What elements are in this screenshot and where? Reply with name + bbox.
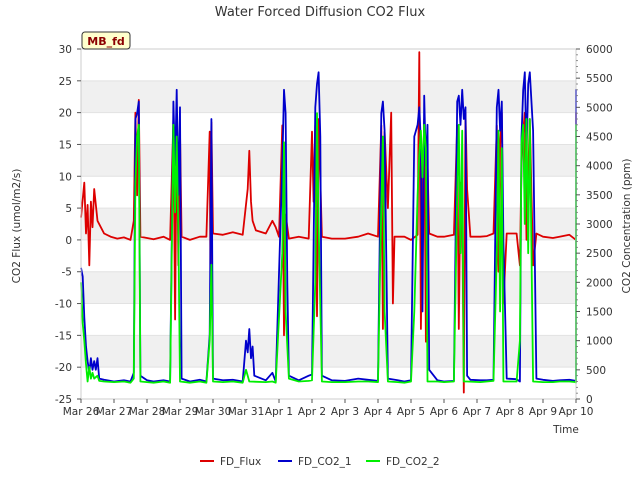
y-right-tick-label: 3500 bbox=[586, 190, 613, 202]
x-tick-label: Mar 31 bbox=[228, 406, 265, 418]
grid-band bbox=[81, 335, 576, 368]
y-left-tick-label: 15 bbox=[59, 139, 72, 151]
tick-layer: -25 -20 -15 -10 -5 0 5 10 15 20 25 30 0 500 1000 1500 20… bbox=[55, 44, 613, 418]
x-tick-label: Mar 26 bbox=[63, 406, 100, 418]
x-tick-label: Apr 6 bbox=[430, 406, 459, 418]
y-axis-right-label: CO2 Concentration (ppm) bbox=[621, 159, 633, 294]
grid-band bbox=[81, 271, 576, 304]
y-right-tick-label: 5500 bbox=[586, 73, 613, 85]
x-tick-label: Apr 5 bbox=[397, 406, 425, 418]
y-left-tick-label: -20 bbox=[55, 362, 72, 374]
y-left-tick-label: 30 bbox=[59, 44, 72, 56]
y-left-tick-label: 10 bbox=[59, 171, 72, 183]
x-tick-label: Mar 27 bbox=[96, 406, 133, 418]
x-tick-label: Apr 8 bbox=[496, 406, 524, 418]
x-tick-label: Apr 10 bbox=[559, 406, 594, 418]
y-right-tick-label: 0 bbox=[586, 394, 593, 406]
y-right-tick-label: 5000 bbox=[586, 102, 613, 114]
y-right-tick-label: 4000 bbox=[586, 161, 613, 173]
series-line-fd-co2-1 bbox=[80, 71, 577, 383]
y-left-tick-label: 25 bbox=[59, 76, 72, 88]
series-line-fd-co2-2 bbox=[80, 112, 577, 384]
y-left-tick-label: 0 bbox=[65, 235, 72, 247]
legend: FD_Flux FD_CO2_1 FD_CO2_2 bbox=[200, 456, 440, 468]
legend-label: FD_CO2_2 bbox=[386, 456, 440, 468]
y-right-tick-label: 6000 bbox=[586, 44, 613, 56]
y-left-tick-label: 20 bbox=[59, 108, 72, 120]
y-axis-left-label: CO2 Flux (umol/m2/s) bbox=[11, 169, 23, 284]
site-badge: MB_fd bbox=[81, 31, 131, 50]
chart-title: Water Forced Diffusion CO2 Flux bbox=[215, 5, 426, 20]
x-axis-label: Time bbox=[552, 424, 579, 436]
legend-label: FD_Flux bbox=[220, 456, 261, 468]
y-left-tick-label: -15 bbox=[55, 330, 72, 342]
y-right-tick-label: 1000 bbox=[586, 336, 613, 348]
y-left-tick-label: -25 bbox=[55, 394, 72, 406]
x-tick-label: Apr 7 bbox=[463, 406, 491, 418]
y-left-tick-label: 5 bbox=[65, 203, 72, 215]
series-layer bbox=[80, 51, 577, 394]
x-tick-label: Mar 29 bbox=[162, 406, 199, 418]
x-tick-label: Apr 4 bbox=[364, 406, 393, 418]
site-badge-label: MB_fd bbox=[87, 35, 125, 48]
x-tick-label: Apr 2 bbox=[298, 406, 326, 418]
x-tick-label: Mar 28 bbox=[129, 406, 166, 418]
y-right-tick-label: 3000 bbox=[586, 219, 613, 231]
y-right-tick-label: 500 bbox=[586, 365, 606, 377]
y-right-tick-label: 1500 bbox=[586, 307, 613, 319]
legend-label: FD_CO2_1 bbox=[298, 456, 352, 468]
x-tick-label: Apr 3 bbox=[331, 406, 359, 418]
y-right-tick-label: 2000 bbox=[586, 277, 613, 289]
grid-band bbox=[81, 144, 576, 177]
x-tick-label: Apr 1 bbox=[265, 406, 293, 418]
y-right-tick-label: 4500 bbox=[586, 132, 613, 144]
x-tick-label: Apr 9 bbox=[529, 406, 557, 418]
y-right-tick-label: 2500 bbox=[586, 248, 613, 260]
y-left-tick-label: -10 bbox=[55, 299, 72, 311]
x-tick-label: Mar 30 bbox=[195, 406, 232, 418]
y-left-tick-label: -5 bbox=[62, 267, 72, 279]
grid-band bbox=[81, 80, 576, 113]
